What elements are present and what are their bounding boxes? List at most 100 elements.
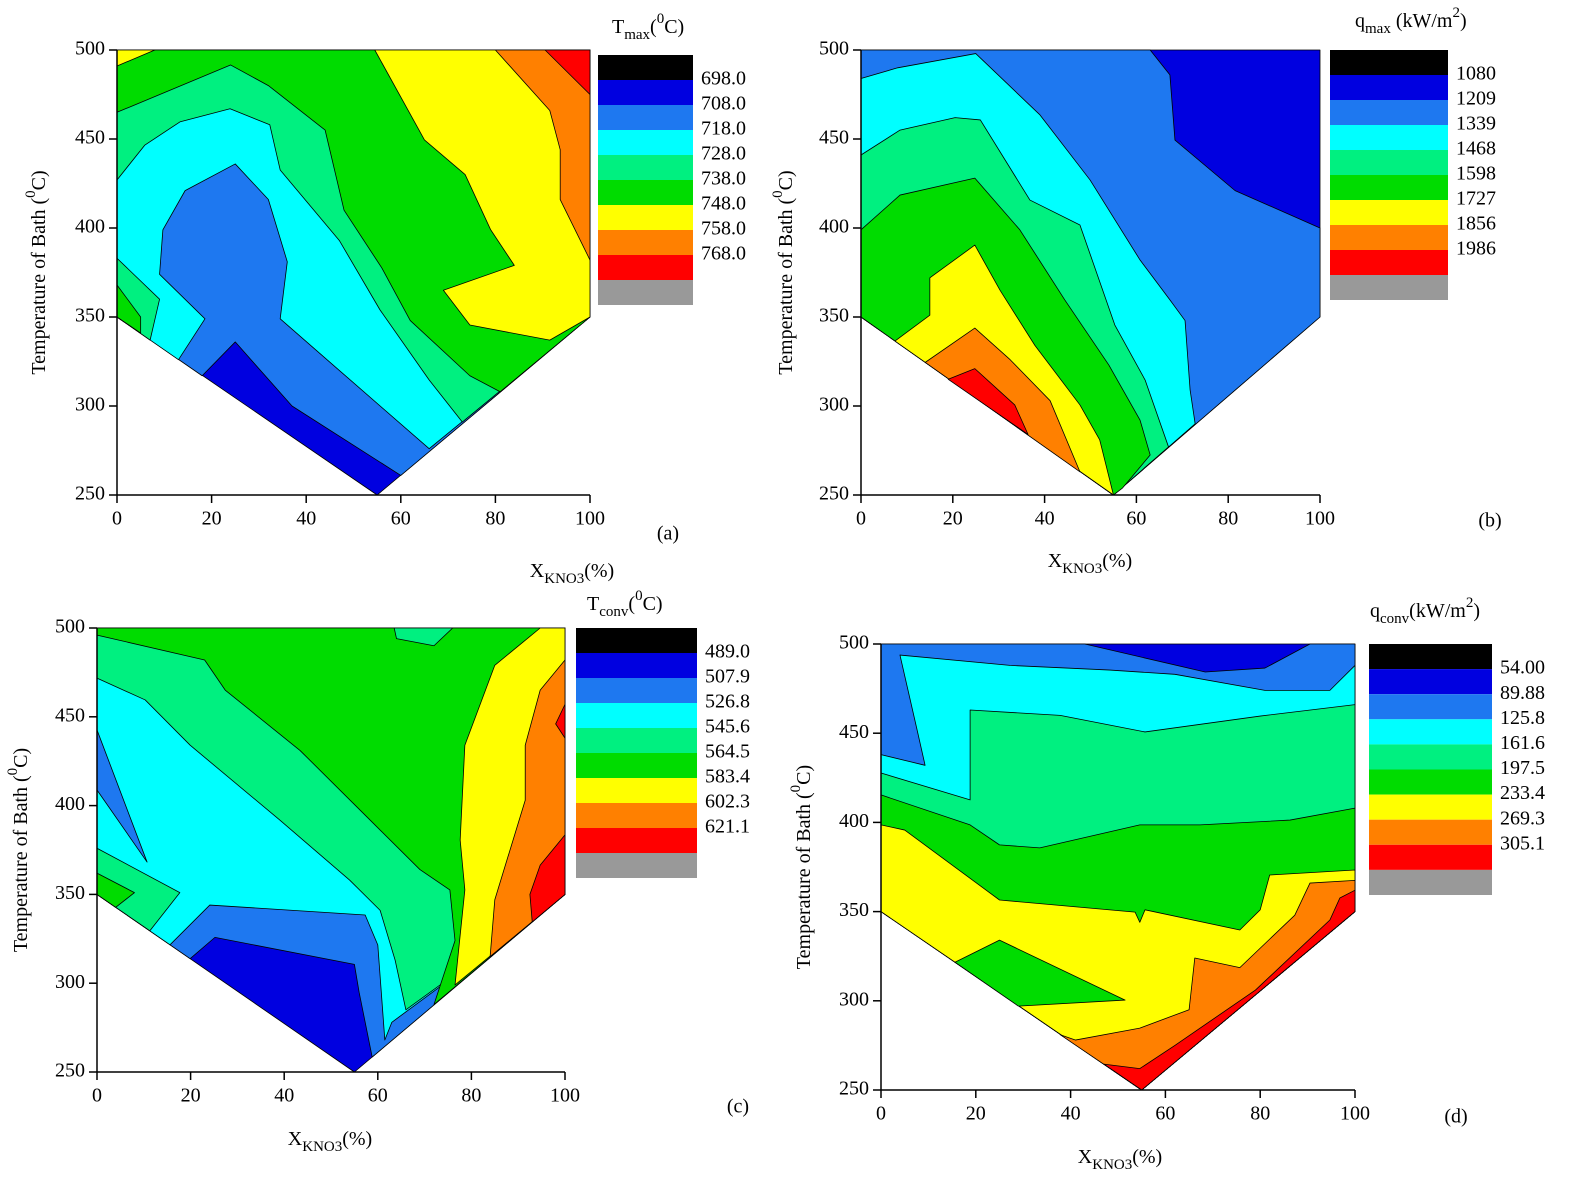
y-axis-label-part: 0: [5, 768, 21, 776]
x-tick-label: 80: [461, 1085, 481, 1107]
x-tick-label: 80: [1250, 1103, 1270, 1125]
colorbar-swatch: [1330, 75, 1448, 100]
y-tick-label: 250: [55, 1060, 85, 1082]
x-axis-label-part: (%): [1102, 550, 1132, 572]
x-axis-label-part: X: [288, 1128, 303, 1150]
y-tick-label: 300: [55, 971, 85, 993]
contour-region: [529, 834, 566, 923]
y-tick-label: 300: [839, 988, 869, 1010]
x-tick-label: 20: [202, 508, 222, 530]
colorbar-label: 1080: [1456, 63, 1496, 85]
colorbar-swatch: [576, 703, 697, 728]
x-tick-label: 40: [274, 1085, 294, 1107]
y-tick-label: 350: [55, 882, 85, 904]
colorbar-label: 305.1: [1500, 832, 1545, 854]
contour-region: [954, 939, 1126, 1007]
colorbar-label: 1339: [1456, 113, 1496, 135]
colorbar-label: 54.00: [1500, 657, 1545, 679]
y-tick-label: 350: [75, 305, 105, 327]
colorbar-swatch: [576, 828, 697, 853]
colorbar-label: 728.0: [701, 143, 746, 165]
x-tick-label: 40: [1035, 508, 1055, 530]
colorbar-label: 125.8: [1500, 707, 1545, 729]
x-axis-label-part: X: [1078, 1146, 1093, 1168]
colorbar-label: 1209: [1456, 88, 1496, 110]
colorbar-label: 1986: [1456, 238, 1496, 260]
y-tick-label: 400: [819, 216, 849, 238]
y-axis-label: Temperature of Bath (0C): [788, 765, 814, 969]
x-axis-label-part: KNO3: [544, 571, 584, 587]
colorbar-title-part: C): [643, 593, 663, 615]
colorbar-swatch: [1330, 250, 1448, 275]
colorbar-swatch: [598, 205, 693, 230]
y-tick-label: 500: [839, 632, 869, 654]
y-axis-label-part: 0: [770, 190, 786, 198]
panel-label: (d): [1444, 1106, 1467, 1128]
colorbar-label: 602.3: [705, 791, 750, 813]
colorbar-label: 507.9: [705, 666, 750, 688]
colorbar-label: 583.4: [705, 766, 750, 788]
colorbar-label: 526.8: [705, 691, 750, 713]
colorbar-label: 197.5: [1500, 757, 1545, 779]
colorbar-title: qconv(kW/m2): [1370, 595, 1480, 627]
x-axis-label: XKNO3(%): [530, 560, 614, 588]
x-tick-label: 60: [368, 1085, 388, 1107]
colorbar-label: 748.0: [701, 193, 746, 215]
y-tick-label: 250: [75, 483, 105, 505]
x-tick-label: 100: [1305, 508, 1335, 530]
x-tick-label: 100: [575, 508, 605, 530]
x-tick-label: 80: [485, 508, 505, 530]
colorbar-label: 1598: [1456, 163, 1496, 185]
colorbar-swatch: [1330, 275, 1448, 300]
x-axis-label: XKNO3(%): [1078, 1146, 1162, 1174]
y-axis-label-part: C): [28, 170, 50, 190]
colorbar-swatch: [576, 678, 697, 703]
y-tick-label: 450: [75, 127, 105, 149]
colorbar-swatch: [1369, 644, 1492, 670]
colorbar-label: 758.0: [701, 218, 746, 240]
x-axis-label-part: (%): [1132, 1146, 1162, 1168]
y-tick-label: 450: [819, 127, 849, 149]
colorbar-swatch: [598, 80, 693, 105]
y-tick-label: 500: [75, 38, 105, 60]
colorbar-title-part: q: [1355, 10, 1365, 32]
colorbar-title-part: (: [628, 593, 635, 615]
y-axis-label-part: Temperature of Bath (: [793, 792, 815, 969]
panel-label: (c): [727, 1096, 749, 1118]
y-axis-label-part: 0: [788, 785, 804, 793]
colorbar-swatch: [598, 55, 693, 80]
colorbar-swatch: [1369, 819, 1492, 845]
contour-region: [947, 368, 1029, 435]
contour-region: [544, 49, 591, 95]
colorbar-title-part: C): [664, 16, 684, 38]
colorbar-title-part: T: [612, 16, 624, 38]
x-tick-label: 100: [1340, 1103, 1370, 1125]
contour-region: [1103, 889, 1356, 1091]
y-axis-label-part: Temperature of Bath (: [28, 197, 50, 374]
colorbar-title: Tconv(0C): [587, 588, 663, 620]
y-tick-label: 350: [839, 899, 869, 921]
colorbar-title-part: ): [1473, 600, 1480, 622]
colorbar-swatch: [1330, 100, 1448, 125]
y-tick-label: 250: [819, 483, 849, 505]
colorbar-title-part: conv: [1380, 611, 1410, 627]
colorbar-swatch: [598, 105, 693, 130]
colorbar-label: 564.5: [705, 741, 750, 763]
y-tick-label: 350: [819, 305, 849, 327]
colorbar-label: 545.6: [705, 716, 750, 738]
colorbar-swatch: [1330, 150, 1448, 175]
colorbar-title: qmax (kW/m2): [1355, 5, 1467, 37]
y-tick-label: 300: [819, 394, 849, 416]
colorbar-swatch: [598, 130, 693, 155]
colorbar-label: 738.0: [701, 168, 746, 190]
colorbar-swatch: [1330, 225, 1448, 250]
colorbar-title-part: 0: [635, 588, 643, 604]
y-axis-label-part: Temperature of Bath (: [10, 775, 32, 952]
colorbar-swatch: [598, 255, 693, 280]
colorbar-title: Tmax(0C): [612, 11, 684, 43]
colorbar-title-part: max: [1365, 21, 1391, 37]
x-tick-label: 0: [92, 1085, 102, 1107]
x-tick-label: 60: [1126, 508, 1146, 530]
x-tick-label: 60: [1155, 1103, 1175, 1125]
y-axis-label-part: 0: [23, 190, 39, 198]
